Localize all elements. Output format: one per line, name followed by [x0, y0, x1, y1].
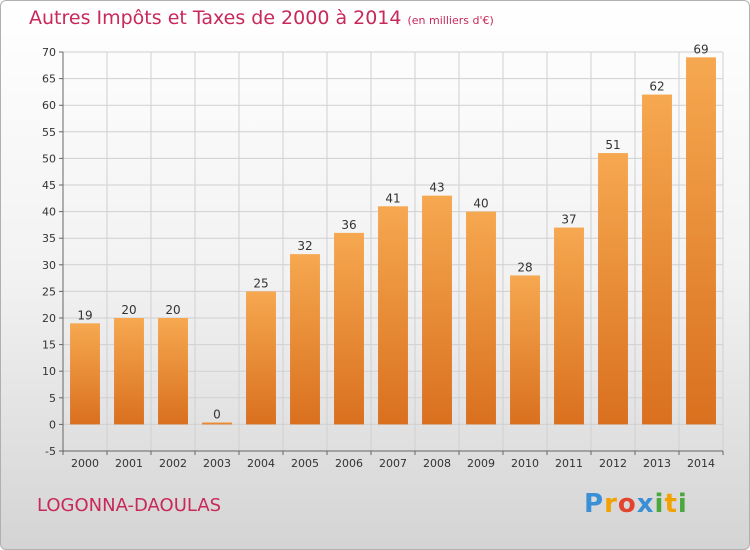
bar-2006 — [334, 232, 364, 425]
data-label-2014: 69 — [693, 42, 708, 56]
x-tick-label-2004: 2004 — [247, 457, 275, 470]
logo-letter: i — [677, 489, 688, 519]
y-tick-label: 60 — [42, 99, 56, 112]
x-tick-label-2013: 2013 — [643, 457, 671, 470]
x-tick-label-2000: 2000 — [71, 457, 99, 470]
bar-layer — [70, 57, 716, 425]
y-tick-label: 10 — [42, 365, 56, 378]
label-layer: 19 20 20 0 25 32 36 41 43 40 28 37 51 62 69 — [77, 42, 708, 421]
data-label-2012: 51 — [605, 138, 620, 152]
y-tick-label: 65 — [42, 73, 56, 86]
x-tick-label-2005: 2005 — [291, 457, 319, 470]
data-label-2004: 25 — [253, 276, 268, 290]
bar-2002 — [158, 318, 188, 425]
x-tick-label-2003: 2003 — [203, 457, 231, 470]
logo-letter: x — [636, 489, 655, 519]
bar-2009 — [466, 211, 496, 425]
logo-letter: o — [617, 489, 637, 519]
data-label-2002: 20 — [165, 303, 180, 317]
commune-name: LOGONNA-DAOULAS — [37, 495, 222, 516]
y-tick-label: 55 — [42, 126, 56, 139]
bar-2005 — [290, 254, 320, 425]
bar-2013 — [642, 94, 672, 425]
chart-title: Autres Impôts et Taxes de 2000 à 2014 (en… — [29, 7, 494, 29]
y-tick-label: 0 — [49, 418, 56, 431]
y-tick-label: 35 — [42, 232, 56, 245]
proxiti-logo[interactable]: Proxiti — [584, 489, 688, 519]
bar-2010 — [510, 275, 540, 425]
x-tick-label-2009: 2009 — [467, 457, 495, 470]
x-tick-label-2010: 2010 — [511, 457, 539, 470]
y-tick-label: 30 — [42, 259, 56, 272]
x-tick-label-2011: 2011 — [555, 457, 583, 470]
y-tick-label: 5 — [49, 392, 56, 405]
bar-2001 — [114, 318, 144, 425]
bar-2008 — [422, 195, 452, 425]
data-label-2010: 28 — [517, 260, 532, 274]
data-label-2011: 37 — [561, 213, 576, 227]
x-tick-label-2006: 2006 — [335, 457, 363, 470]
data-label-2007: 41 — [385, 191, 400, 205]
bar-2004 — [246, 291, 276, 425]
logo-letter: t — [664, 489, 678, 519]
bar-2003 — [202, 422, 232, 425]
y-tick-label: -5 — [45, 445, 56, 458]
data-label-2008: 43 — [429, 181, 444, 195]
chart-title-text: Autres Impôts et Taxes de 2000 à 2014 — [29, 7, 402, 29]
x-tick-label-2007: 2007 — [379, 457, 407, 470]
x-tick-label-2012: 2012 — [599, 457, 627, 470]
logo-letter: i — [654, 489, 665, 519]
data-label-2013: 62 — [649, 80, 664, 94]
y-tick-label: 15 — [42, 339, 56, 352]
y-tick-label: 50 — [42, 152, 56, 165]
x-tick-label-2008: 2008 — [423, 457, 451, 470]
data-label-2006: 36 — [341, 218, 356, 232]
bar-2012 — [598, 153, 628, 425]
y-tick-label: 70 — [42, 46, 56, 59]
bar-2007 — [378, 206, 408, 425]
x-tick-label-2001: 2001 — [115, 457, 143, 470]
x-tick-label-2014: 2014 — [687, 457, 715, 470]
bar-2014 — [686, 57, 716, 425]
y-tick-label: 25 — [42, 285, 56, 298]
data-label-2001: 20 — [121, 303, 136, 317]
logo-letter: r — [604, 489, 618, 519]
data-label-2003: 0 — [213, 407, 221, 421]
chart-unit: (en milliers d'€) — [407, 14, 494, 27]
bar-2011 — [554, 227, 584, 425]
logo-letter: P — [584, 489, 605, 519]
y-tick-label: 40 — [42, 206, 56, 219]
y-tick-label: 45 — [42, 179, 56, 192]
data-label-2005: 32 — [297, 239, 312, 253]
data-label-2000: 19 — [77, 308, 92, 322]
y-tick-label: 20 — [42, 312, 56, 325]
data-label-2009: 40 — [473, 197, 488, 211]
x-tick-label-2002: 2002 — [159, 457, 187, 470]
bar-2000 — [70, 323, 100, 425]
